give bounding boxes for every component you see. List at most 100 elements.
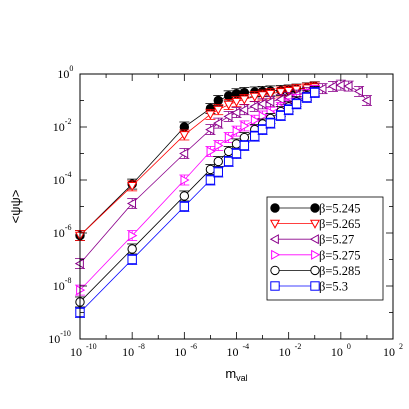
legend-marker	[310, 203, 320, 213]
x-tick-label-exponent: -4	[243, 342, 250, 351]
x-tick-label: 10	[331, 345, 343, 359]
x-axis-title-sub: val	[236, 373, 248, 383]
x-tick-label-exponent: -2	[295, 342, 302, 351]
x-tick-label: 10	[70, 345, 82, 359]
data-point	[265, 118, 276, 128]
legend-marker	[309, 219, 321, 229]
x-tick-label: 10	[174, 345, 186, 359]
data-point	[239, 104, 249, 115]
data-point	[179, 131, 190, 141]
y-tick-label: 10	[57, 67, 69, 81]
y-tick-label: 10	[53, 279, 65, 293]
data-point	[276, 110, 286, 121]
legend-marker	[270, 265, 280, 276]
y-tick-label-exponent: -6	[65, 223, 72, 232]
data-point	[223, 111, 233, 122]
y-tick-label: 10	[53, 120, 65, 134]
data-point	[213, 105, 224, 115]
legend-marker	[269, 234, 279, 245]
legend-marker	[310, 281, 320, 291]
data-point	[265, 89, 276, 99]
data-point	[127, 254, 137, 265]
data-point	[214, 140, 224, 151]
x-tick-label-exponent: -6	[190, 342, 197, 351]
data-point	[213, 95, 223, 106]
data-point	[213, 167, 223, 177]
legend-marker	[309, 234, 319, 245]
data-point	[127, 244, 137, 254]
data-point	[213, 156, 223, 167]
x-tick-label-exponent: 2	[399, 342, 403, 351]
x-tick-label: 10	[227, 345, 239, 359]
y-tick-label: 10	[53, 173, 65, 187]
data-point	[213, 118, 223, 129]
legend-marker	[310, 265, 320, 276]
data-point	[250, 115, 260, 126]
legend-marker	[270, 281, 280, 291]
x-tick-label: 10	[122, 345, 134, 359]
legend-box	[266, 196, 384, 301]
legend-marker	[311, 249, 321, 260]
data-point	[250, 131, 260, 141]
y-tick-label: 10	[53, 226, 65, 240]
legend-marker	[271, 249, 281, 260]
data-point	[205, 175, 216, 185]
x-tick-label-exponent: 0	[347, 342, 351, 351]
data-point	[275, 88, 286, 98]
legend-label: β=5.27	[319, 233, 354, 247]
data-point	[126, 198, 137, 209]
legend-label: β=5.245	[319, 202, 361, 216]
legend-entry: β=5.245	[270, 202, 361, 216]
data-point	[205, 110, 216, 120]
data-point	[257, 124, 268, 135]
data-point	[206, 146, 216, 157]
legend-marker	[270, 203, 280, 213]
data-point	[310, 87, 320, 98]
x-tick-label-exponent: -8	[138, 342, 145, 351]
data-point	[231, 139, 242, 149]
data-point	[361, 95, 371, 106]
data-point	[353, 86, 363, 97]
data-point	[317, 83, 327, 94]
data-point	[291, 99, 302, 109]
data-point	[249, 92, 260, 102]
data-point	[258, 110, 268, 122]
legend-label: β=5.265	[319, 217, 361, 231]
legend-entry: β=5.265	[269, 217, 361, 231]
data-point	[343, 81, 353, 92]
data-point	[231, 97, 242, 107]
data-point	[257, 91, 268, 101]
series-6	[75, 87, 320, 318]
data-point	[179, 148, 189, 159]
data-point	[223, 100, 234, 110]
legend-entry: β=5.3	[270, 280, 348, 294]
legend-label: β=5.285	[319, 264, 361, 278]
data-point	[275, 94, 285, 105]
data-point	[257, 98, 267, 109]
data-point	[223, 156, 234, 167]
y-tick-label: 10	[48, 332, 60, 346]
data-point	[327, 81, 337, 92]
y-axis-title: <ψψ>	[8, 190, 23, 224]
data-point	[283, 104, 294, 115]
y-tick-label-exponent: -2	[65, 117, 72, 126]
data-point	[179, 201, 190, 212]
data-point	[205, 124, 215, 135]
x-axis-title-main: m	[225, 366, 236, 381]
data-point	[283, 92, 293, 103]
data-point	[239, 95, 250, 105]
data-point	[232, 126, 242, 137]
legend-label: β=5.3	[319, 280, 348, 294]
y-tick-label-exponent: -10	[60, 329, 71, 338]
data-point	[240, 120, 250, 131]
data-point	[231, 107, 241, 118]
data-point	[335, 80, 345, 91]
y-tick-label-exponent: 0	[69, 64, 73, 73]
y-tick-label-exponent: -8	[65, 276, 72, 285]
x-axis-title: mval	[225, 366, 247, 383]
data-point	[180, 174, 190, 186]
data-point	[283, 87, 294, 97]
